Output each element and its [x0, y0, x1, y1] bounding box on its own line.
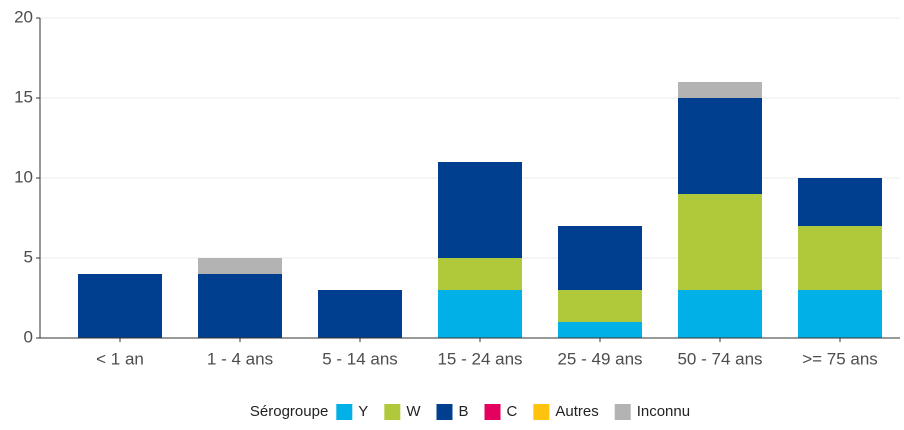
- bar-segment: [798, 290, 882, 338]
- x-tick-label: 25 - 49 ans: [557, 349, 642, 368]
- y-tick-label: 15: [14, 87, 33, 106]
- bar-segment: [78, 274, 162, 338]
- y-tick-label: 10: [14, 167, 33, 186]
- x-tick-label: 50 - 74 ans: [677, 349, 762, 368]
- bar-segment: [558, 226, 642, 290]
- legend-swatch: [484, 404, 501, 420]
- y-tick-label: 20: [14, 7, 33, 26]
- legend-swatch: [436, 404, 453, 420]
- bar-segment: [798, 178, 882, 226]
- legend-title: Sérogroupe: [250, 403, 328, 420]
- bar-segment: [798, 226, 882, 290]
- x-tick-label: 5 - 14 ans: [322, 349, 398, 368]
- bar-segment: [438, 258, 522, 290]
- bar-segment: [318, 290, 402, 338]
- bar-segment: [198, 258, 282, 274]
- legend-label: Autres: [555, 403, 598, 420]
- legend-label: Inconnu: [637, 403, 690, 420]
- bar-segment: [198, 274, 282, 338]
- bar-segment: [678, 290, 762, 338]
- bar-segment: [678, 82, 762, 98]
- legend-label: C: [507, 403, 518, 420]
- y-tick-label: 5: [24, 247, 33, 266]
- legend-swatch: [384, 404, 401, 420]
- bar-segment: [558, 290, 642, 322]
- x-tick-label: < 1 an: [96, 349, 144, 368]
- legend-label: Y: [358, 403, 368, 420]
- x-tick-label: 1 - 4 ans: [207, 349, 273, 368]
- legend-label: B: [458, 403, 468, 420]
- bar-segment: [558, 322, 642, 338]
- bar-segment: [678, 98, 762, 194]
- x-tick-label: >= 75 ans: [802, 349, 878, 368]
- bar-segment: [678, 194, 762, 290]
- legend-label: W: [406, 403, 421, 420]
- y-tick-label: 0: [24, 327, 33, 346]
- x-tick-label: 15 - 24 ans: [437, 349, 522, 368]
- legend-swatch: [336, 404, 353, 420]
- legend-swatch: [614, 404, 631, 420]
- legend-swatch: [533, 404, 550, 420]
- bar-segment: [438, 290, 522, 338]
- bar-segment: [438, 162, 522, 258]
